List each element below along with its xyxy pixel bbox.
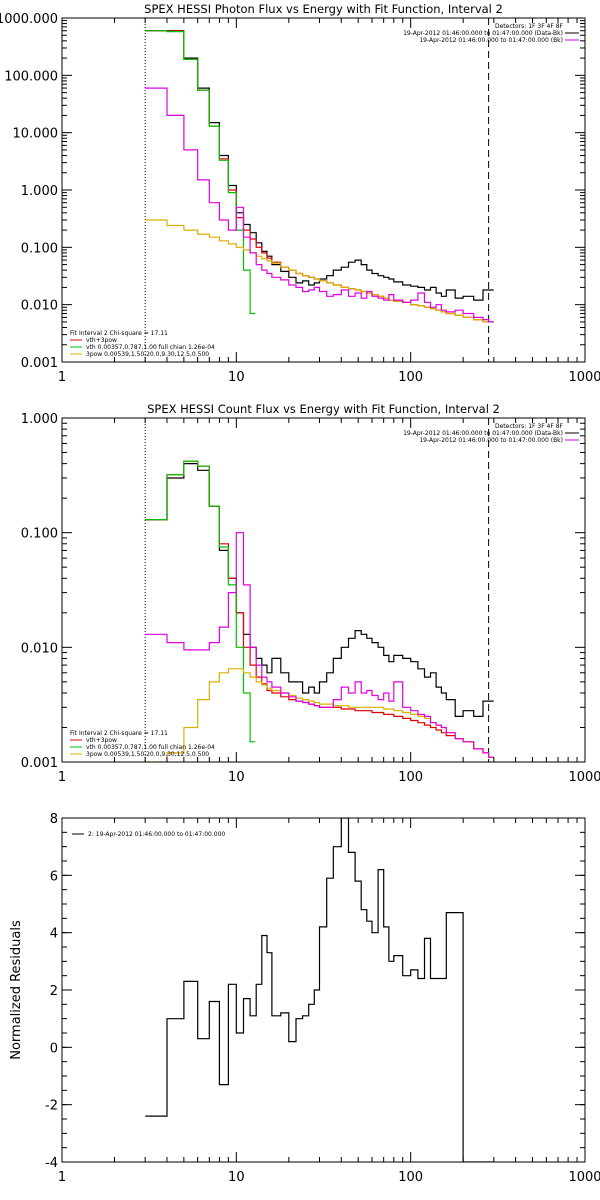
series-line-3	[145, 219, 494, 323]
series-line-0	[145, 463, 494, 717]
chart-title: SPEX HESSI Count Flux vs Energy with Fit…	[147, 402, 500, 416]
y-tick-label: 0	[50, 1041, 58, 1056]
y-tick-label: -2	[45, 1099, 58, 1114]
y-tick-label: 0.010	[21, 299, 58, 314]
x-tick-label: 100	[398, 1170, 423, 1185]
x-tick-label: 1	[58, 370, 66, 385]
residuals-plot: Normalized Residuals 1 10 100 1000 -4 -2 0 2 4 6 8 2…	[9, 812, 600, 1185]
count-flux-plot: SPEX HESSI Count Flux vs Energy with Fit…	[21, 402, 600, 785]
y-tick-label: 0.100	[21, 527, 58, 542]
y-tick-label: 1.000	[21, 184, 58, 199]
x-tick-label: 10	[228, 1170, 245, 1185]
legend-text: Detectors: 1F 3F 4F 8F	[495, 23, 564, 30]
y-axis-label: Normalized Residuals	[9, 920, 24, 1060]
chart-title: SPEX HESSI Photon Flux vs Energy with Fi…	[144, 2, 503, 16]
series-group	[145, 30, 494, 323]
y-tick-label: 4	[50, 927, 58, 942]
legend-text: Fit Interval 2 Chi-square = 17.11	[70, 730, 168, 737]
legend-text: 2: 19-Apr-2012 01:46:00.000 to 01:47:00.…	[88, 831, 225, 838]
x-tick-label: 10	[228, 370, 245, 385]
legend-text: 19-Apr-2012 01:46:00.000 to 01:47:00.000…	[419, 37, 563, 44]
y-tick-label: 0.100	[21, 241, 58, 256]
x-tick-label: 1000	[568, 770, 600, 785]
x-tick-label: 100	[398, 370, 423, 385]
x-tick-label: 1	[58, 770, 66, 785]
legend-text: Detectors: 1F 3F 4F 8F	[495, 423, 564, 430]
series-line-2	[145, 30, 256, 315]
plot-frame	[61, 817, 586, 1163]
y-tick-label: 0.010	[21, 641, 58, 656]
legend-text: 19-Apr-2012 01:46:00.000 to 01:47:00.000…	[419, 437, 563, 444]
y-tick-label: 0.001	[21, 756, 58, 771]
x-tick-label: 10	[228, 770, 245, 785]
x-tick-label: 1000	[568, 1170, 600, 1185]
x-tick-label: 100	[398, 770, 423, 785]
legend-text: 19-Apr-2012 01:46:00.000 to 01:47:00.000…	[403, 30, 563, 37]
plot-frame	[61, 17, 586, 363]
legend-text: vth 0.00357,0.787,1.00 full chian 1.26e-…	[86, 344, 215, 351]
series-line-4	[145, 532, 494, 758]
legend-text: vth 0.00357,0.787,1.00 full chian 1.26e-…	[86, 744, 215, 751]
legend-text: 3pow 0.00539,1.50,20.0,9.30,12.5,0.500	[86, 751, 209, 758]
series-line-2	[145, 460, 256, 743]
x-tick-label: 1000	[568, 370, 600, 385]
y-tick-label: -4	[45, 1156, 58, 1171]
y-tick-label: 1000.000	[0, 12, 58, 27]
series-line-0	[145, 818, 494, 1162]
y-tick-label: 100.000	[4, 69, 58, 84]
y-tick-label: 6	[50, 869, 58, 884]
series-group	[145, 818, 494, 1162]
legend-text: 3pow 0.00539,1.50,20.0,9.30,12.5,0.500	[86, 351, 209, 358]
series-group	[145, 460, 494, 762]
y-tick-label: 2	[50, 984, 58, 999]
x-tick-label: 1	[58, 1170, 66, 1185]
y-tick-label: 1.000	[21, 412, 58, 427]
legend-text: vth+3pow	[86, 337, 117, 344]
legend-text: vth+3pow	[86, 737, 117, 744]
photon-flux-plot: SPEX HESSI Photon Flux vs Energy with Fi…	[0, 2, 600, 385]
legend-text: 19-Apr-2012 01:46:00.000 to 01:47:00.000…	[403, 430, 563, 437]
series-line-4	[145, 87, 494, 323]
y-tick-label: 10.000	[13, 127, 59, 142]
legend-text: Fit Interval 2 Chi-square = 17.11	[70, 330, 168, 337]
y-tick-label: 8	[50, 812, 58, 827]
plot-frame	[61, 417, 586, 763]
y-tick-label: 0.001	[21, 356, 58, 371]
